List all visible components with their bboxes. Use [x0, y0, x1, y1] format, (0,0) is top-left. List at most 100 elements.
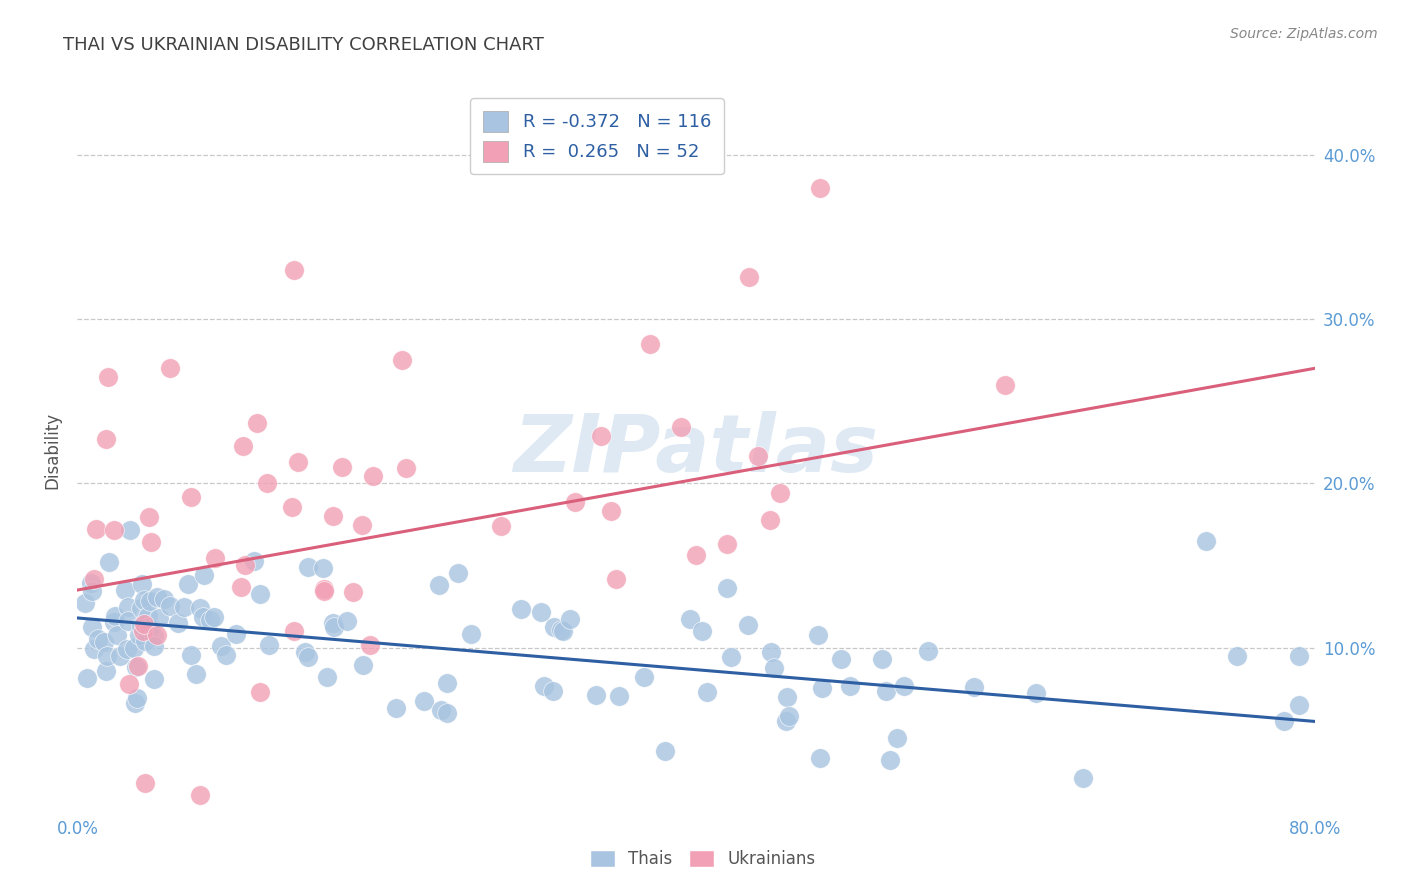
Text: ZIPatlas: ZIPatlas — [513, 411, 879, 490]
Point — [436, 706, 458, 720]
Point — [256, 476, 278, 491]
Point — [283, 262, 305, 277]
Point — [391, 353, 413, 368]
Point — [146, 590, 169, 604]
Point — [225, 626, 247, 640]
Point — [132, 616, 155, 631]
Point — [322, 509, 344, 524]
Point — [886, 731, 908, 745]
Point — [669, 419, 692, 434]
Point — [530, 605, 553, 619]
Point — [316, 670, 339, 684]
Point — [200, 614, 222, 628]
Point — [870, 652, 893, 666]
Point — [543, 620, 565, 634]
Point — [204, 550, 226, 565]
Point — [558, 612, 581, 626]
Point — [808, 751, 831, 765]
Point — [75, 596, 97, 610]
Point — [312, 582, 335, 597]
Point — [1272, 714, 1295, 729]
Point — [142, 629, 165, 643]
Point — [108, 649, 131, 664]
Point — [118, 523, 141, 537]
Point — [117, 615, 139, 629]
Point — [180, 648, 202, 662]
Point — [585, 688, 607, 702]
Point — [134, 776, 156, 790]
Point — [359, 639, 381, 653]
Point — [633, 670, 655, 684]
Point — [132, 593, 155, 607]
Point — [553, 624, 575, 639]
Point — [917, 643, 939, 657]
Point — [361, 468, 384, 483]
Point — [1288, 698, 1310, 712]
Point — [142, 672, 165, 686]
Point — [747, 450, 769, 464]
Point — [879, 752, 901, 766]
Point — [188, 600, 211, 615]
Point — [297, 649, 319, 664]
Point — [104, 608, 127, 623]
Point — [127, 658, 149, 673]
Point — [131, 576, 153, 591]
Point — [124, 641, 146, 656]
Point — [232, 439, 254, 453]
Point — [489, 519, 512, 533]
Point — [811, 681, 834, 696]
Legend: Thais, Ukrainians: Thais, Ukrainians — [583, 843, 823, 875]
Point — [138, 510, 160, 524]
Point — [138, 620, 160, 634]
Point — [336, 614, 359, 628]
Y-axis label: Disability: Disability — [44, 412, 62, 489]
Point — [696, 685, 718, 699]
Point — [105, 628, 128, 642]
Point — [143, 639, 166, 653]
Point — [76, 671, 98, 685]
Point — [430, 703, 453, 717]
Point — [146, 628, 169, 642]
Point — [96, 664, 118, 678]
Point — [246, 416, 269, 430]
Point — [775, 714, 797, 729]
Point — [209, 639, 232, 653]
Point — [605, 572, 627, 586]
Point — [233, 558, 256, 573]
Text: THAI VS UKRAINIAN DISABILITY CORRELATION CHART: THAI VS UKRAINIAN DISABILITY CORRELATION… — [63, 36, 544, 54]
Point — [153, 592, 176, 607]
Point — [436, 675, 458, 690]
Point — [738, 269, 761, 284]
Point — [716, 581, 738, 595]
Point — [838, 679, 860, 693]
Point — [322, 616, 344, 631]
Point — [128, 628, 150, 642]
Point — [129, 619, 152, 633]
Point — [129, 601, 152, 615]
Point — [96, 648, 118, 663]
Point — [427, 578, 450, 592]
Point — [807, 628, 830, 642]
Point — [87, 632, 110, 646]
Point — [125, 660, 148, 674]
Point — [737, 617, 759, 632]
Point — [184, 666, 207, 681]
Point — [759, 513, 782, 527]
Point — [312, 561, 335, 575]
Point — [159, 599, 181, 613]
Point — [83, 641, 105, 656]
Point — [778, 709, 800, 723]
Point — [98, 555, 121, 569]
Point — [638, 336, 661, 351]
Point — [176, 577, 198, 591]
Point — [202, 610, 225, 624]
Point — [600, 504, 623, 518]
Point — [720, 649, 742, 664]
Point — [94, 432, 117, 446]
Point — [1195, 533, 1218, 548]
Point — [297, 559, 319, 574]
Point — [80, 584, 103, 599]
Point — [93, 634, 115, 648]
Point — [413, 694, 436, 708]
Point — [1071, 771, 1094, 785]
